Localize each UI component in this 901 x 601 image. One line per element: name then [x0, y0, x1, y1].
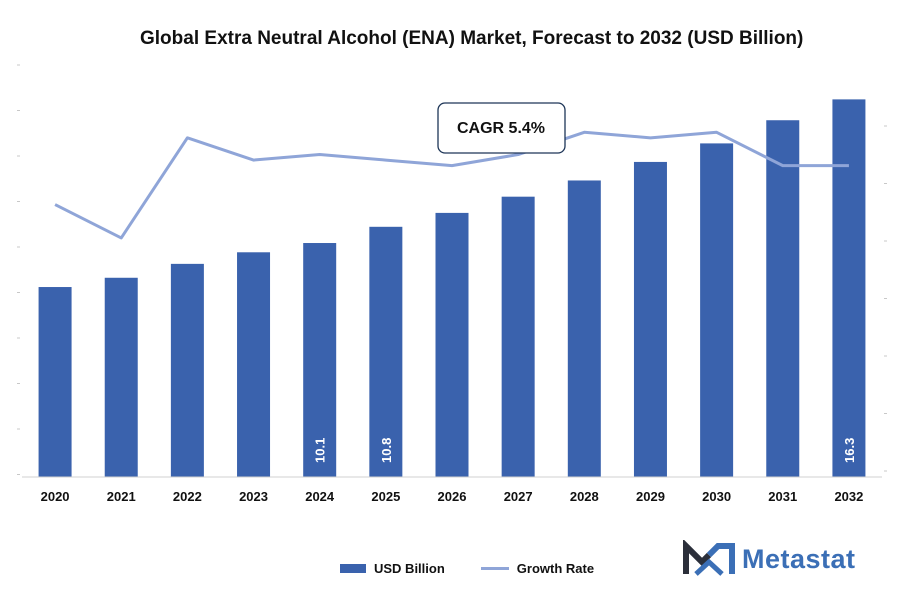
x-tick-label-2023: 2023 — [239, 489, 268, 504]
x-tick-label-2031: 2031 — [768, 489, 797, 504]
x-tick-label-2020: 2020 — [41, 489, 70, 504]
bar-2027 — [501, 196, 535, 477]
cagr-label: CAGR 5.4% — [457, 120, 545, 137]
bar-value-label-2025: 10.8 — [379, 438, 394, 463]
bar-2024 — [303, 243, 337, 477]
bar-2030 — [700, 143, 734, 477]
bar-2026 — [435, 212, 469, 477]
legend-line-label: Growth Rate — [516, 561, 595, 576]
legend-bar-label: USD Billion — [374, 561, 445, 576]
x-tick-label-2032: 2032 — [834, 489, 863, 504]
x-tick-label-2026: 2026 — [438, 489, 467, 504]
x-tick-label-2028: 2028 — [570, 489, 599, 504]
x-tick-label-2024: 2024 — [305, 489, 335, 504]
x-tick-label-2022: 2022 — [173, 489, 202, 504]
bar-value-label-2024: 10.1 — [313, 438, 328, 463]
bar-2028 — [567, 180, 601, 477]
metastat-logo-text: Metastat — [742, 543, 856, 574]
x-axis: 2020 2021 2022 2023 2024 2025 2026 2027 2028 2029… — [22, 476, 882, 504]
bars-layer — [38, 99, 866, 477]
bar-2021 — [104, 277, 138, 477]
bar-2029 — [633, 161, 667, 477]
legend: USD Billion Growth Rate — [340, 561, 594, 576]
legend-line-swatch — [480, 567, 509, 570]
chart-title: Global Extra Neutral Alcohol (ENA) Marke… — [140, 28, 804, 49]
bar-2031 — [766, 120, 800, 477]
x-tick-label-2025: 2025 — [371, 489, 400, 504]
bar-2022 — [170, 263, 204, 477]
x-tick-label-2027: 2027 — [504, 489, 533, 504]
bar-2032 — [832, 99, 866, 477]
growth-rate-line — [54, 130, 849, 240]
legend-bar-swatch — [340, 564, 366, 573]
x-tick-label-2021: 2021 — [107, 489, 136, 504]
bar-labels-layer: 10.1 10.8 16.3 — [313, 438, 857, 463]
cagr-annotation: CAGR 5.4% — [437, 102, 566, 154]
x-tick-label-2030: 2030 — [702, 489, 731, 504]
metastat-logo: Metastat — [682, 540, 856, 578]
x-tick-label-2029: 2029 — [636, 489, 665, 504]
metastat-logo-icon — [683, 540, 735, 576]
bar-2023 — [237, 252, 271, 477]
bar-2025 — [369, 226, 403, 477]
right-axis-ticks — [884, 125, 887, 472]
bar-2020 — [38, 287, 72, 477]
bar-value-label-2032: 16.3 — [842, 438, 857, 463]
left-axis-ticks — [17, 64, 20, 475]
